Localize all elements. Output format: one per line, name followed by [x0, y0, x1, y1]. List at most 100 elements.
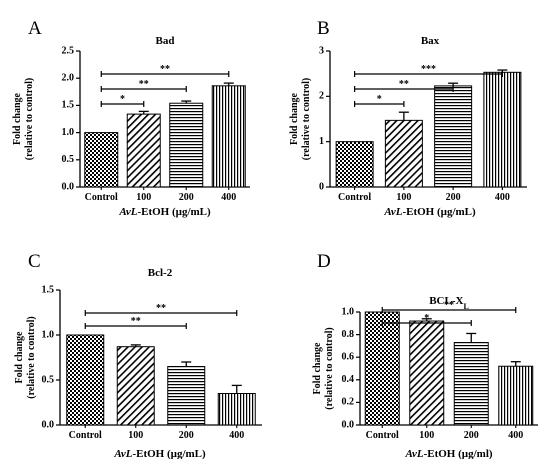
y-tick-label: 1	[319, 136, 324, 147]
y-tick-label: 0.6	[342, 351, 355, 362]
y-axis-label: Fold change (relative to control)	[312, 327, 335, 409]
significance-label: *	[377, 94, 382, 105]
significance-label: **	[444, 300, 454, 311]
x-tick-label: 200	[179, 192, 194, 203]
bar	[434, 85, 473, 188]
chart-panel-b: B Bax 0 1 2 3 Fold change (relative to control)…	[289, 18, 527, 218]
chart-title: Bad	[156, 35, 175, 47]
x-tick-label: 200	[464, 430, 479, 441]
chart-title: Bcl-2	[148, 267, 173, 279]
significance-label: **	[160, 64, 170, 75]
bar	[116, 346, 155, 426]
y-tick-label: 2.0	[62, 72, 75, 83]
bar	[498, 365, 534, 426]
significance-label: **	[156, 303, 166, 314]
x-tick-label: Control	[85, 192, 118, 203]
bar	[167, 366, 206, 426]
bar	[335, 141, 374, 188]
y-tick-label: 1.0	[342, 306, 355, 317]
panel-letter: B	[317, 18, 330, 39]
x-axis-label-italic: AvL	[383, 206, 402, 218]
significance-label: ***	[421, 64, 436, 75]
x-tick-label: Control	[69, 430, 102, 441]
x-axis-label: AvL-EtOH (µg/mL)	[113, 448, 206, 459]
bar	[409, 320, 445, 426]
y-tick-label: 0.5	[62, 154, 75, 165]
x-tick-label: 100	[128, 430, 143, 441]
x-tick-label: 100	[419, 430, 434, 441]
y-axis-label: Fold change (relative to control)	[12, 78, 35, 160]
y-tick-label: 0.0	[62, 181, 75, 192]
significance-label: *	[120, 94, 125, 105]
y-tick-label: 1.0	[62, 127, 75, 138]
y-tick-label: 1.5	[62, 100, 75, 111]
y-tick-label: 0	[319, 181, 324, 192]
y-tick-label: 1.0	[42, 329, 55, 340]
x-axis-label-rest: -EtOH (µg/mL)	[132, 448, 206, 459]
chart-title: BCL-XL	[429, 295, 469, 311]
y-tick-label: 0.4	[342, 374, 355, 385]
y-axis-label-line: Fold change	[312, 342, 323, 395]
bar	[483, 71, 522, 188]
x-tick-label: 400	[508, 430, 523, 441]
y-tick-label: 0.0	[42, 419, 55, 430]
chart-panel-a: A Bad 0.0 0.5 1.0 1.5 2.0 2.5 Fold change (relati…	[12, 18, 250, 218]
x-tick-label: 100	[396, 192, 411, 203]
significance-label: **	[399, 79, 409, 90]
x-tick-label: 400	[229, 430, 244, 441]
y-axis-label-line: (relative to control)	[26, 316, 37, 398]
x-axis-label: AvL-EtOH (µg/mL)	[383, 206, 476, 218]
x-tick-label: 400	[221, 192, 236, 203]
y-axis-label-line: Fold change	[14, 331, 25, 384]
x-axis-label: AvL-EtOH (µg/mL)	[118, 206, 211, 218]
y-tick-label: 0.8	[342, 329, 355, 340]
bar	[453, 342, 489, 426]
significance-label: **	[131, 316, 141, 327]
y-tick-label: 2.5	[62, 45, 75, 56]
bar	[169, 102, 204, 188]
y-tick-label: 2	[319, 91, 324, 102]
y-axis-label: Fold change (relative to control)	[289, 78, 312, 160]
x-tick-label: Control	[338, 192, 371, 203]
x-axis-label-italic: AvL	[113, 448, 132, 459]
x-axis-label-rest: -EtOH (µg/mL)	[137, 206, 211, 218]
x-axis-label-rest: -EtOH (µg/mL)	[402, 206, 476, 218]
y-tick-label: 1.5	[42, 284, 55, 295]
panel-letter: C	[28, 251, 41, 272]
significance-label: **	[139, 79, 149, 90]
x-axis-label: AvL-EtOH (µg/ml)	[404, 448, 492, 459]
bar	[126, 113, 161, 188]
y-tick-label: 0.0	[342, 419, 355, 430]
y-axis-label-line: (relative to control)	[301, 78, 312, 160]
bar	[364, 311, 400, 426]
y-axis-label: Fold change (relative to control)	[14, 316, 37, 398]
x-tick-label: 400	[495, 192, 510, 203]
y-tick-label: 3	[319, 45, 324, 56]
chart-title-subscript: L	[463, 302, 468, 311]
bar	[84, 132, 119, 188]
x-axis-label-italic: AvL	[404, 448, 423, 459]
y-axis-label-line: (relative to control)	[324, 327, 335, 409]
panel-letter: A	[28, 18, 42, 39]
x-tick-label: 200	[446, 192, 461, 203]
panel-letter: D	[317, 251, 331, 272]
chart-panel-d: D BCL-XL 0.0 0.2 0.4 0.6 0.8 1.0 Fold change (rel…	[312, 251, 538, 459]
bar	[211, 85, 246, 188]
x-axis-label-italic: AvL	[118, 206, 137, 218]
y-tick-label: 0.2	[342, 397, 355, 408]
x-tick-label: Control	[366, 430, 399, 441]
y-axis-label-line: Fold change	[12, 92, 23, 145]
bar	[384, 119, 423, 188]
y-axis-label-line: (relative to control)	[24, 78, 35, 160]
bar	[217, 393, 256, 426]
chart-panel-c: C Bcl-2 0.0 0.5 1.0 1.5 Fold change (relative t…	[14, 251, 262, 459]
y-tick-label: 0.5	[42, 374, 55, 385]
bar	[66, 334, 105, 426]
y-axis-label-line: Fold change	[289, 92, 300, 145]
x-tick-label: 100	[136, 192, 151, 203]
chart-title: Bax	[421, 35, 440, 47]
significance-label: *	[424, 313, 429, 324]
x-axis-label-rest: -EtOH (µg/ml)	[424, 448, 493, 459]
x-tick-label: 200	[179, 430, 194, 441]
